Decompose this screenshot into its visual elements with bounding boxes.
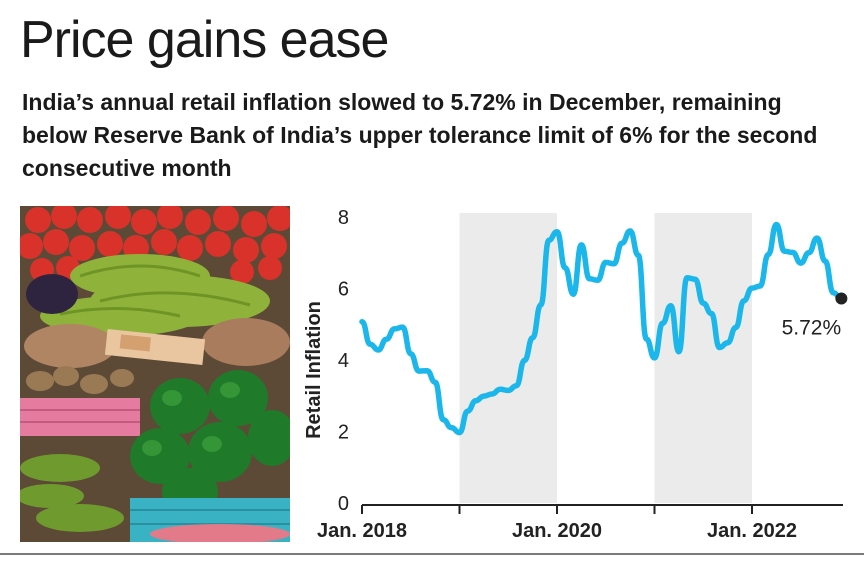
y-tick-label: 4	[338, 350, 349, 372]
shaded-band-2019	[459, 213, 557, 503]
y-tick-label: 8	[338, 207, 349, 229]
chart-subtitle: India’s annual retail inflation slowed t…	[22, 89, 818, 181]
x-axis: Jan. 2018 Jan. 2020 Jan. 2022	[317, 504, 843, 542]
last-value-label: 5.72%	[782, 317, 842, 340]
y-axis-ticks: 0 2 4 6 8	[338, 207, 349, 515]
y-tick-label: 2	[338, 422, 349, 444]
shaded-year-bands	[459, 213, 752, 503]
vegetables-illustration	[20, 206, 290, 542]
vegetables-photo	[20, 206, 290, 542]
bottom-rule	[0, 553, 864, 555]
last-value-marker	[835, 292, 848, 305]
y-axis-label: Retail Inflation	[303, 301, 325, 439]
x-tick-label: Jan. 2020	[512, 520, 602, 542]
y-tick-label: 6	[338, 279, 349, 301]
y-tick-label: 0	[338, 493, 349, 515]
shaded-band-2021	[654, 213, 752, 503]
series-line	[359, 221, 845, 436]
x-tick-label: Jan. 2022	[707, 520, 797, 542]
chart-title: Price gains ease	[20, 11, 389, 69]
x-tick-label: Jan. 2018	[317, 520, 407, 542]
